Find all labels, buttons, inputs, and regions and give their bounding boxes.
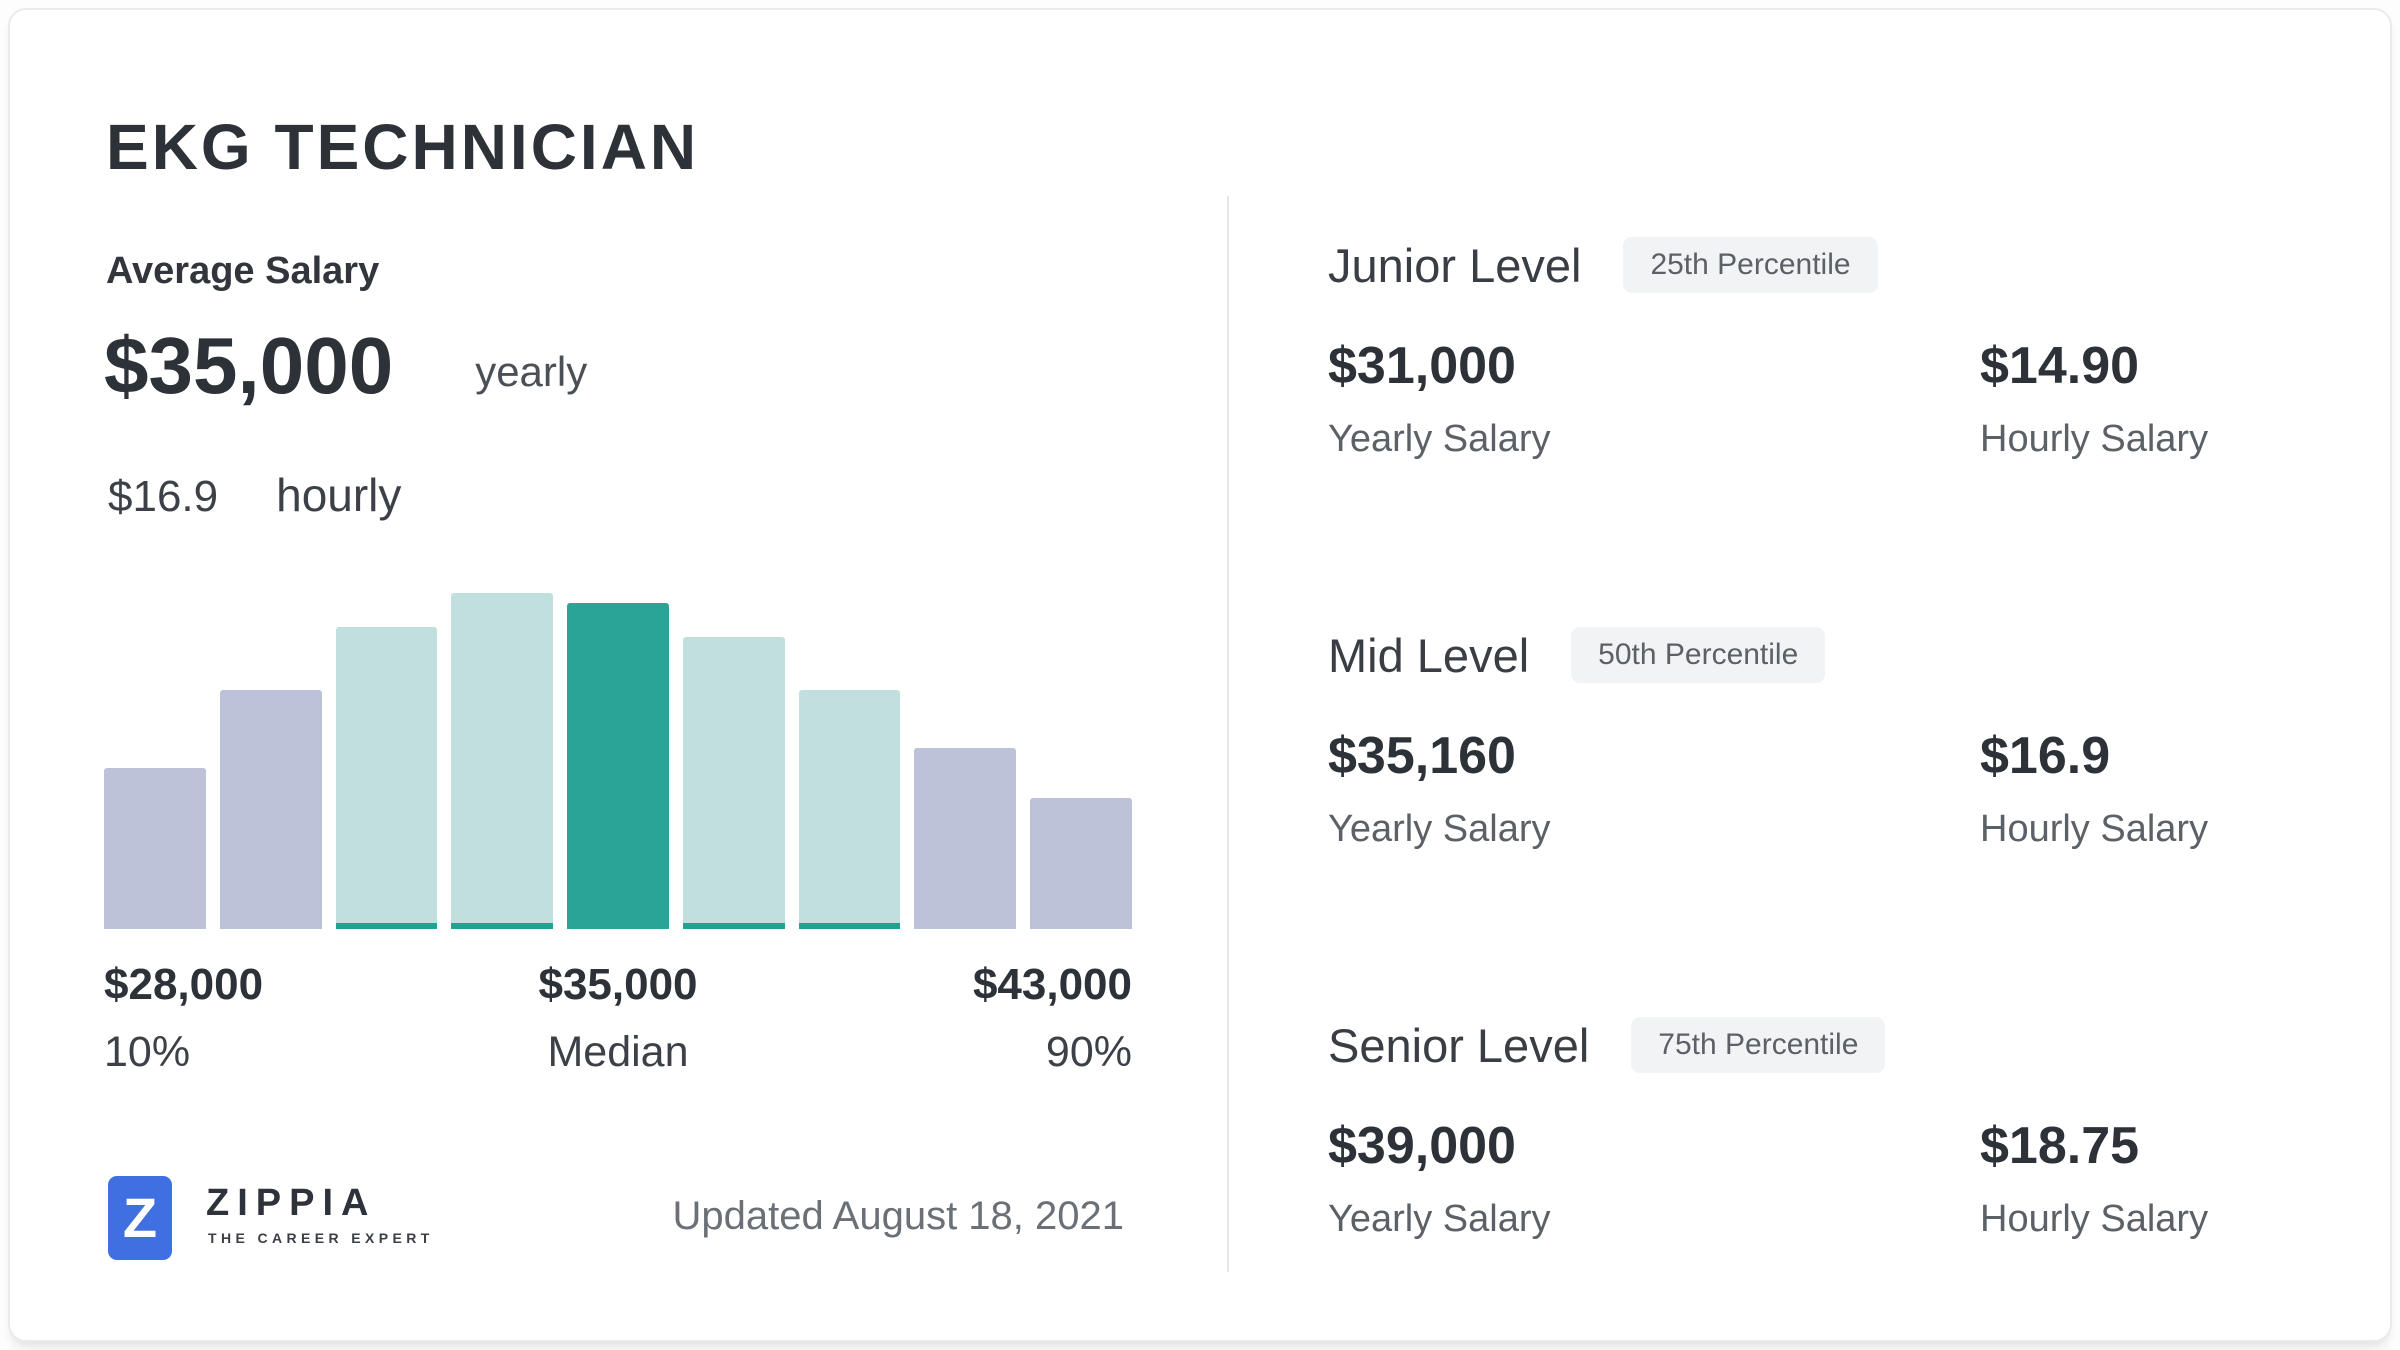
- junior-level-section: Junior Level 25th Percentile $31,000 Yea…: [1328, 232, 2268, 532]
- average-hourly-row: $16.9 hourly: [108, 468, 401, 522]
- junior-hourly-block: $14.90 Hourly Salary: [1980, 336, 2208, 461]
- median-value-label: $35,000: [538, 960, 698, 1009]
- histogram-bar: [219, 690, 322, 929]
- zippia-wordmark: ZIPPIA: [206, 1182, 377, 1224]
- junior-hourly-label: Hourly Salary: [1980, 418, 2209, 460]
- histogram-bar: [798, 690, 901, 929]
- mid-level-title: Mid Level: [1328, 628, 1530, 682]
- salary-card: EKG TECHNICIAN Average Salary $35,000 ye…: [8, 8, 2392, 1342]
- junior-percentile-badge: 25th Percentile: [1623, 237, 1878, 293]
- junior-level-title: Junior Level: [1328, 238, 1582, 292]
- histogram-bar-stripe: [335, 923, 438, 929]
- histogram-bar: [1030, 797, 1133, 929]
- average-hourly-unit: hourly: [276, 469, 402, 521]
- senior-yearly-label: Yearly Salary: [1328, 1198, 1551, 1240]
- vertical-divider: [1227, 196, 1229, 1272]
- average-salary-label: Average Salary: [106, 250, 380, 292]
- senior-percentile-badge: 75th Percentile: [1631, 1017, 1886, 1073]
- senior-hourly-block: $18.75 Hourly Salary: [1980, 1116, 2208, 1241]
- mid-level-header: Mid Level 50th Percentile: [1328, 622, 2268, 688]
- mid-level-section: Mid Level 50th Percentile $35,160 Yearly…: [1328, 622, 2268, 922]
- histogram-bar-stripe: [682, 923, 785, 929]
- average-hourly-value: $16.9: [108, 472, 219, 521]
- page-title: EKG TECHNICIAN: [106, 111, 700, 183]
- histogram-bar: [682, 636, 785, 929]
- zippia-logo-letter: Z: [122, 1186, 158, 1249]
- senior-hourly-value: $18.75: [1980, 1117, 2140, 1175]
- updated-date: Updated August 18, 2021: [672, 1194, 1124, 1238]
- mid-hourly-block: $16.9 Hourly Salary: [1980, 726, 2208, 851]
- junior-yearly-value: $31,000: [1328, 337, 1516, 395]
- median-caption-label: Median: [547, 1028, 689, 1076]
- junior-yearly-block: $31,000 Yearly Salary: [1328, 336, 1551, 461]
- senior-level-header: Senior Level 75th Percentile: [1328, 1012, 2268, 1078]
- histogram-bar: [104, 767, 206, 929]
- histogram-bar: [335, 626, 438, 929]
- histogram-bar: [914, 747, 1017, 929]
- histogram-bar-stripe: [798, 923, 901, 929]
- p10-caption-label: 10%: [104, 1028, 191, 1076]
- histogram-bar-stripe: [451, 923, 554, 929]
- p90-value-label: $43,000: [972, 960, 1132, 1009]
- zippia-logo-icon: Z: [108, 1176, 172, 1260]
- junior-level-header: Junior Level 25th Percentile: [1328, 232, 2268, 298]
- mid-yearly-value: $35,160: [1328, 727, 1516, 785]
- average-yearly-row: $35,000 yearly: [104, 326, 587, 406]
- mid-yearly-label: Yearly Salary: [1328, 808, 1551, 850]
- average-yearly-value: $35,000: [104, 321, 394, 410]
- histogram-bar: [451, 593, 554, 929]
- senior-yearly-block: $39,000 Yearly Salary: [1328, 1116, 1551, 1241]
- mid-percentile-badge: 50th Percentile: [1571, 627, 1826, 683]
- senior-yearly-value: $39,000: [1328, 1117, 1516, 1175]
- salary-distribution-chart: [104, 593, 1133, 929]
- chart-value-labels: $28,000 $35,000 $43,000: [104, 960, 1132, 1010]
- chart-caption-labels: 10% Median 90%: [104, 1028, 1132, 1077]
- mid-yearly-block: $35,160 Yearly Salary: [1328, 726, 1551, 851]
- p10-value-label: $28,000: [104, 960, 264, 1009]
- junior-yearly-label: Yearly Salary: [1328, 418, 1551, 460]
- senior-level-section: Senior Level 75th Percentile $39,000 Yea…: [1328, 1012, 2268, 1312]
- mid-hourly-label: Hourly Salary: [1980, 808, 2209, 850]
- average-yearly-unit: yearly: [475, 348, 588, 395]
- zippia-tagline: THE CAREER EXPERT: [208, 1230, 434, 1246]
- mid-hourly-value: $16.9: [1980, 727, 2111, 785]
- histogram-bar: [567, 603, 669, 929]
- junior-hourly-value: $14.90: [1980, 337, 2140, 395]
- senior-hourly-label: Hourly Salary: [1980, 1198, 2209, 1240]
- p90-caption-label: 90%: [1045, 1028, 1132, 1076]
- senior-level-title: Senior Level: [1328, 1018, 1590, 1072]
